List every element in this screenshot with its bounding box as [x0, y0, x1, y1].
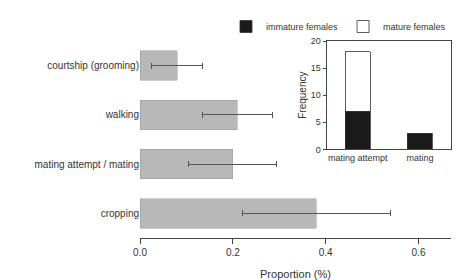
svg-text:0.6: 0.6: [412, 247, 426, 258]
svg-text:immature females: immature females: [266, 22, 338, 32]
svg-text:0: 0: [316, 145, 321, 155]
svg-text:20: 20: [311, 36, 321, 46]
svg-text:10: 10: [311, 90, 321, 100]
svg-text:5: 5: [316, 117, 321, 127]
svg-text:walking: walking: [105, 109, 139, 120]
svg-text:mature females: mature females: [383, 22, 446, 32]
svg-text:0.4: 0.4: [319, 247, 333, 258]
svg-text:0.2: 0.2: [226, 247, 240, 258]
svg-text:0.0: 0.0: [133, 247, 147, 258]
svg-text:Proportion (%): Proportion (%): [260, 268, 331, 280]
svg-text:mating attempt: mating attempt: [328, 153, 388, 163]
svg-text:mating attempt / mating: mating attempt / mating: [35, 159, 140, 170]
svg-text:15: 15: [311, 63, 321, 73]
svg-text:mating: mating: [406, 153, 433, 163]
svg-text:Frequency: Frequency: [297, 72, 308, 119]
svg-text:courtship (grooming): courtship (grooming): [47, 60, 139, 71]
svg-text:cropping: cropping: [101, 208, 139, 219]
